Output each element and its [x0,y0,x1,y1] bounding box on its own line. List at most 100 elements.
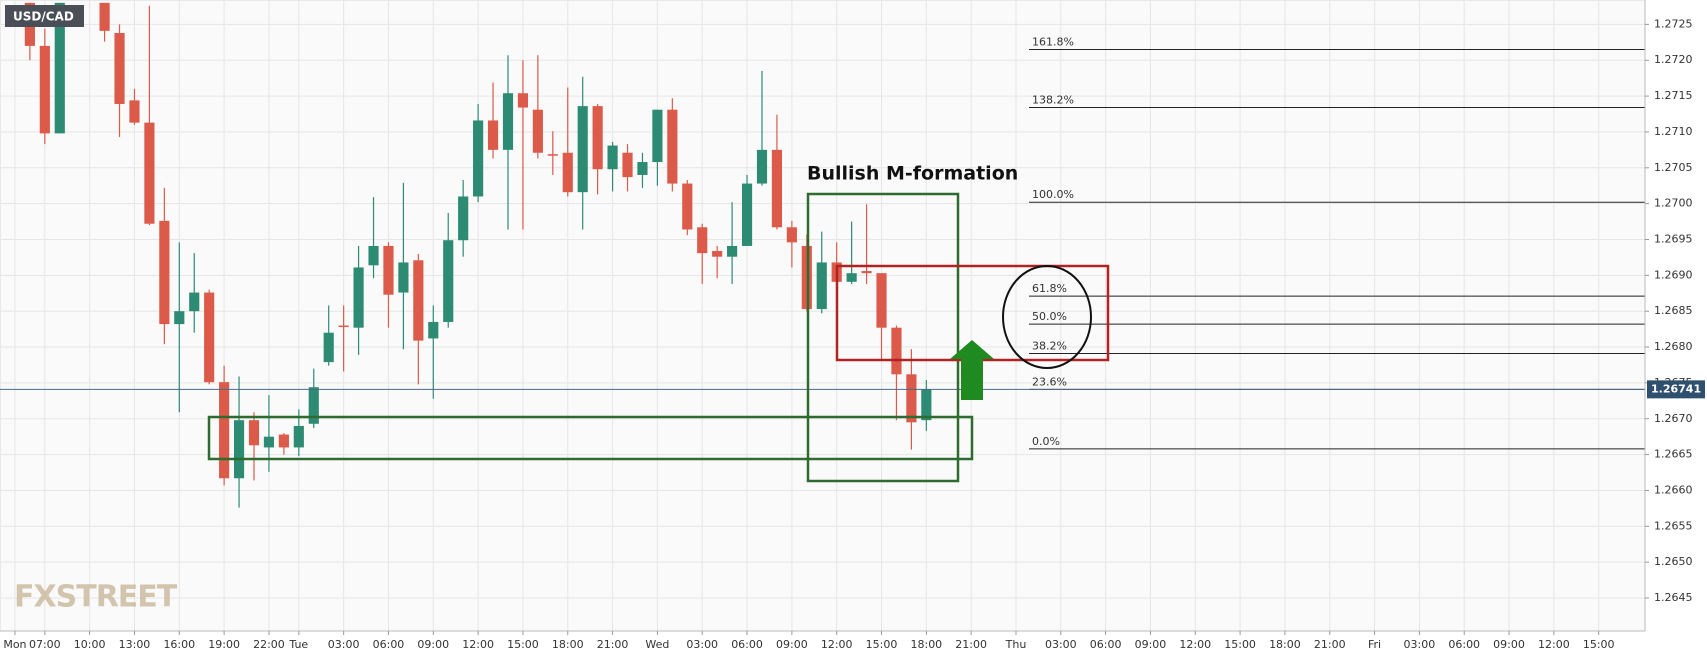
candle-body [771,149,783,228]
y-tick-label: 1.2665 [1654,448,1693,461]
candle-body [756,149,768,184]
candle-body [219,382,230,479]
candle-body [263,436,275,448]
candle-body [562,152,573,193]
candle-body [622,152,633,178]
candle-body [428,321,439,339]
candles [0,2,1645,508]
y-tick-label: 1.2705 [1654,161,1693,174]
x-tick-label: 18:00 [910,638,942,651]
x-tick-label: 15:00 [1224,638,1256,651]
watermark: FXSTREET [14,580,178,615]
annotations: Bullish M-formation [207,163,1110,483]
x-tick-label: 09:00 [417,638,449,651]
title-box [5,5,84,27]
candle-body [353,267,364,328]
x-tick-label: 10:00 [74,638,106,651]
fib-label: 50.0% [1032,310,1067,323]
last-price-label: 1.26741 [1651,382,1701,395]
candle-body [114,32,125,104]
candle-body [383,245,394,295]
candle-body [846,273,857,282]
up-arrow [950,340,994,400]
fib-label: 61.8% [1032,282,1067,295]
x-tick-label: 12:00 [821,638,853,651]
candle-body [577,106,588,193]
x-tick-label: 03:00 [328,638,360,651]
x-tick-label: 09:00 [776,638,808,651]
candle-body [532,109,543,153]
grid [0,0,1645,631]
y-tick-label: 1.2650 [1654,555,1693,568]
candle-body [667,109,678,184]
candle-body [99,2,110,31]
x-tick-label: 09:00 [1493,638,1525,651]
candle-body [891,327,902,375]
time-axis [0,631,1707,655]
x-tick-label: 03:00 [1045,638,1077,651]
plot-area [0,0,1646,632]
candle-body [54,2,65,134]
y-tick-label: 1.2695 [1654,232,1693,245]
x-tick-label: Mon [3,638,26,651]
candle-body [398,262,409,293]
x-tick-label: 15:00 [866,638,898,651]
candle-body [129,100,140,123]
x-tick-label: 18:00 [552,638,584,651]
candle-body [443,240,454,322]
x-tick-label: Tue [288,638,308,651]
candle-body [39,45,50,134]
fib-circle [1002,265,1092,369]
y-tick-label: 1.2725 [1654,17,1693,30]
price-axis [1645,0,1707,631]
y-tick-label: 1.2655 [1654,519,1693,532]
candle-body [816,262,827,310]
candle-body [682,183,693,230]
fib-label: 138.2% [1032,94,1074,107]
support-box [207,415,974,461]
candle-body [741,183,753,246]
x-tick-label: 22:00 [253,638,285,651]
candle-body [502,93,514,150]
x-tick-label: 06:00 [373,638,405,651]
y-tick-label: 1.2680 [1654,340,1693,353]
candle-body [517,93,529,108]
candle-body [204,292,215,383]
candle-body [876,273,887,328]
x-tick-label: 13:00 [119,638,151,651]
x-tick-label: 03:00 [1404,638,1436,651]
last-price-box [1647,380,1705,399]
candle-body [189,292,200,312]
x-tick-label: 19:00 [208,638,240,651]
candle-body [473,120,484,197]
candle-body [308,387,319,424]
y-tick-label: 1.2685 [1654,304,1693,317]
candle-body [233,420,245,479]
x-tick-label: 09:00 [1135,638,1167,651]
x-tick-label: 07:00 [29,638,61,651]
y-tick-label: 1.2710 [1654,125,1693,138]
candle-body [786,227,797,243]
candle-body [293,425,304,448]
chart-title: USD/CAD [13,10,74,24]
y-tick-label: 1.2715 [1654,89,1693,102]
candle-body [861,271,872,274]
y-tick-label: 1.2720 [1654,53,1693,66]
fib-label: 161.8% [1032,35,1074,48]
candle-body [174,311,185,325]
y-tick-label: 1.2660 [1654,483,1693,496]
y-tick-label: 1.2670 [1654,412,1693,425]
x-tick-label: 21:00 [1314,638,1346,651]
x-tick-label: Fri [1368,638,1381,651]
candle-body [637,162,648,175]
x-tick-label: 15:00 [1583,638,1615,651]
y-tick-label: 1.2690 [1654,268,1693,281]
candle-body [727,245,738,257]
x-tick-label: 12:00 [462,638,494,651]
y-tick-label: 1.2645 [1654,591,1693,604]
fib-label: 38.2% [1032,340,1067,353]
x-tick-label: Wed [645,638,669,651]
candle-body [697,227,708,254]
